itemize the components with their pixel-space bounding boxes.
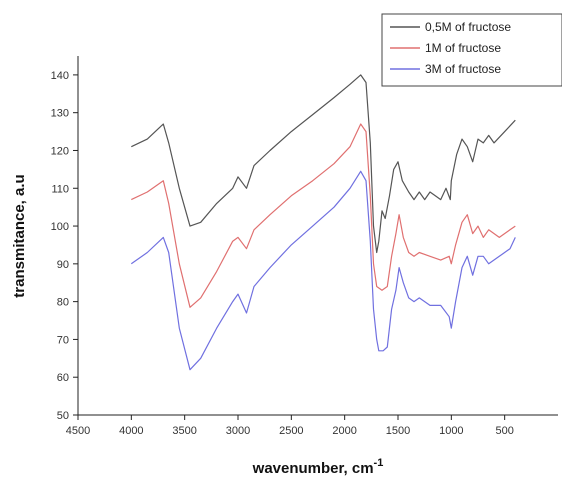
y-tick-label: 60 [57,372,69,384]
x-tick-label: 4500 [66,425,90,437]
x-tick-label: 1500 [386,425,410,437]
legend: 0,5M of fructose 1M of fructose 3M of fruc… [381,13,562,87]
series-line-2 [131,123,516,308]
y-tick-label: 130 [51,108,69,120]
series-line-3 [130,170,516,371]
x-tick-label: 1000 [439,425,463,437]
x-tick-label: 500 [495,425,513,437]
series-layer [130,74,516,371]
y-tick-label: 90 [57,259,69,271]
x-axis-title: wavenumber, cm-1 [252,457,384,477]
legend-label-3: 3M of fructose [425,62,501,76]
y-axis-ticks: 50 60 70 80 90 100 110 120 130 140 [51,70,78,422]
y-tick-label: 140 [51,70,69,82]
y-tick-label: 120 [51,145,69,157]
x-tick-label: 3000 [226,425,250,437]
x-tick-label: 4000 [119,425,143,437]
series-line-1 [131,74,516,254]
legend-box [381,13,562,87]
x-tick-label: 3500 [172,425,196,437]
x-tick-label: 2500 [279,425,303,437]
y-tick-label: 80 [57,297,69,309]
x-axis-title-main: wavenumber, cm [252,460,374,477]
legend-label-2: 1M of fructose [425,41,501,55]
legend-label-1: 0,5M of fructose [425,20,511,34]
plot-frame [77,56,558,416]
x-axis-title-superscript: -1 [374,457,384,469]
y-axis-title: transmitance, a.u [11,174,28,297]
x-tick-label: 2000 [332,425,356,437]
x-axis-ticks: 4500 4000 3500 3000 2500 2000 1500 1000 500 [66,415,514,437]
y-tick-label: 50 [57,410,69,422]
y-tick-label: 70 [57,334,69,346]
y-tick-label: 110 [51,183,69,195]
y-tick-label: 100 [51,221,69,233]
